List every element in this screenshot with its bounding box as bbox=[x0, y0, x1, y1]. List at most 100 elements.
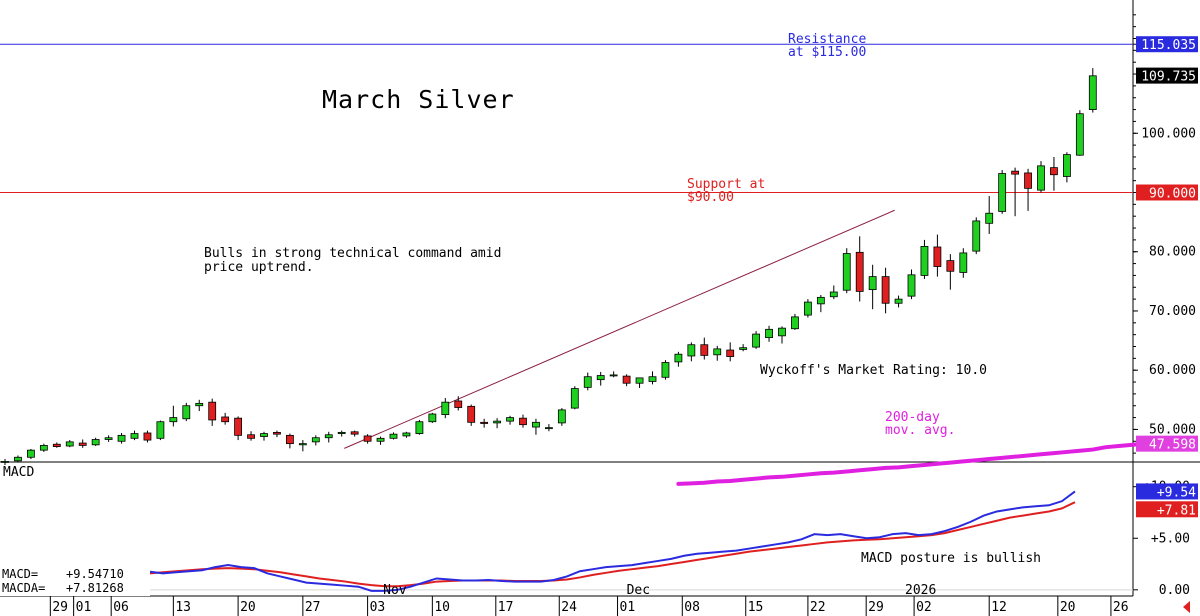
uptrend-line bbox=[344, 209, 895, 449]
time-tick-label: 13 bbox=[175, 600, 191, 615]
candle-body bbox=[415, 421, 424, 434]
candle bbox=[169, 405, 178, 427]
candle bbox=[389, 432, 398, 440]
candle bbox=[959, 248, 968, 278]
candle bbox=[1, 459, 9, 465]
candle-body bbox=[221, 416, 230, 423]
candle-body bbox=[726, 349, 735, 357]
candle-body bbox=[907, 274, 916, 297]
candle bbox=[311, 435, 320, 446]
candle bbox=[946, 254, 955, 290]
candle bbox=[700, 337, 709, 360]
macd-badge: +7.81 bbox=[1136, 501, 1198, 518]
support-label-line2: $90.00 bbox=[687, 190, 734, 205]
candle bbox=[1088, 68, 1097, 113]
support-label: Support at $90.00 bbox=[687, 177, 773, 205]
candle bbox=[1075, 110, 1084, 156]
candle-body bbox=[687, 344, 696, 357]
price-tick-label: 50.000 bbox=[1149, 422, 1196, 437]
price-badge-box bbox=[1136, 67, 1198, 84]
price-badge: 90.000 bbox=[1136, 184, 1198, 202]
macda-readout-value: +7.81268 bbox=[66, 581, 124, 595]
time-tick-label: 15 bbox=[748, 600, 764, 615]
candle bbox=[881, 267, 890, 314]
candle-body bbox=[117, 434, 126, 442]
price-badge-label: 109.735 bbox=[1141, 70, 1196, 85]
ma-label-line1: 200-day bbox=[885, 410, 940, 425]
candle-body bbox=[1088, 75, 1097, 110]
price-badge-label: 115.035 bbox=[1141, 38, 1196, 53]
candle-body bbox=[376, 437, 385, 442]
macd-readout-value: +9.54710 bbox=[66, 567, 124, 581]
time-tick-label: 02 bbox=[916, 600, 932, 615]
candle bbox=[467, 404, 476, 426]
commentary-text: Bulls in strong technical command amid p… bbox=[204, 246, 509, 275]
candle bbox=[324, 431, 333, 443]
candle bbox=[506, 415, 514, 425]
moving-average-line bbox=[676, 441, 1147, 486]
candle bbox=[493, 418, 502, 429]
candle bbox=[14, 455, 22, 463]
price-tick-label: 100.000 bbox=[1141, 126, 1196, 141]
time-tick-label: 06 bbox=[113, 600, 129, 615]
candle bbox=[791, 313, 799, 330]
candle-body bbox=[635, 377, 644, 384]
price-badge: 115.035 bbox=[1136, 36, 1198, 53]
candle bbox=[363, 434, 372, 444]
candle-body bbox=[933, 246, 942, 267]
candle bbox=[842, 248, 851, 294]
candle bbox=[674, 351, 683, 367]
candle-body bbox=[39, 445, 48, 451]
time-tick-label: 20 bbox=[240, 600, 256, 615]
candle bbox=[998, 169, 1007, 214]
candle-body bbox=[52, 443, 61, 448]
time-tick-label: 20 bbox=[1060, 600, 1076, 615]
candle bbox=[726, 342, 735, 362]
candle-body bbox=[493, 420, 502, 424]
candle-body bbox=[868, 276, 877, 291]
candle-body bbox=[14, 456, 22, 462]
candle-body bbox=[182, 405, 191, 420]
candle bbox=[143, 430, 152, 443]
candle-body bbox=[816, 296, 825, 305]
candle-body bbox=[337, 431, 346, 434]
candle bbox=[1063, 152, 1071, 183]
candle-body bbox=[894, 298, 903, 304]
support-label-line1: Support at bbox=[687, 177, 765, 192]
commentary-line1: Bulls in strong technical command amid bbox=[204, 246, 501, 261]
candle-body bbox=[130, 433, 139, 439]
candle-body bbox=[467, 405, 476, 423]
candle bbox=[78, 439, 87, 448]
candle-body bbox=[195, 402, 204, 407]
price-badge: 47.598 bbox=[1136, 435, 1198, 453]
scroll-left-arrow-icon[interactable] bbox=[1183, 601, 1190, 613]
candle-body bbox=[985, 212, 994, 224]
candle-body bbox=[428, 413, 437, 423]
candle-body bbox=[389, 433, 398, 439]
candle bbox=[894, 295, 903, 308]
candle bbox=[273, 430, 281, 438]
candle-body bbox=[778, 327, 786, 337]
candle bbox=[778, 326, 786, 344]
month-label: Dec bbox=[627, 583, 650, 598]
price-badge-box bbox=[1136, 36, 1198, 53]
candle-body bbox=[596, 375, 605, 381]
candle-body bbox=[234, 417, 243, 436]
candle bbox=[519, 414, 527, 428]
candle-body bbox=[739, 347, 748, 350]
commentary-line2: price uptrend. bbox=[204, 260, 314, 275]
candle bbox=[52, 442, 61, 448]
candle bbox=[532, 418, 540, 435]
candle-body bbox=[156, 421, 165, 439]
macda-line bbox=[149, 501, 1076, 588]
candle-body bbox=[713, 348, 722, 356]
candle bbox=[117, 432, 126, 444]
candle-body bbox=[946, 260, 955, 272]
candle bbox=[39, 443, 48, 452]
macd-tick-label: +5.00 bbox=[1151, 531, 1190, 546]
candle-body bbox=[1075, 113, 1084, 156]
resistance-label: Resistance at $115.00 bbox=[788, 32, 874, 60]
candle bbox=[130, 430, 139, 441]
candle-body bbox=[855, 251, 864, 292]
candle-body bbox=[609, 374, 618, 377]
